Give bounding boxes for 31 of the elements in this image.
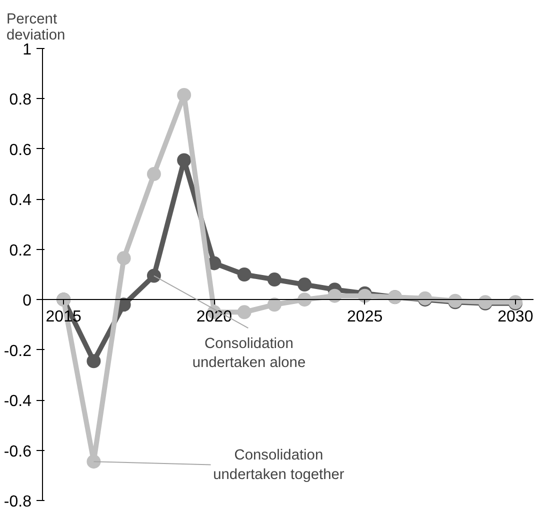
y-tick-label: -0.2 bbox=[4, 342, 32, 360]
point bbox=[267, 298, 282, 312]
point bbox=[86, 354, 101, 368]
point bbox=[86, 454, 101, 469]
point bbox=[237, 305, 252, 320]
y-tick-label: 0.2 bbox=[9, 242, 32, 260]
annotation: Consolidation undertaken together bbox=[213, 448, 344, 483]
point bbox=[358, 288, 372, 303]
y-tick-label: -0.8 bbox=[4, 494, 32, 510]
x-tick-label: 2025 bbox=[347, 308, 383, 326]
point bbox=[146, 268, 161, 283]
point bbox=[267, 272, 282, 287]
x-tick-label: 2020 bbox=[196, 308, 232, 326]
y-tick-label: 0.8 bbox=[9, 92, 32, 109]
point bbox=[298, 292, 312, 307]
y-tick-label: 0.4 bbox=[9, 192, 32, 210]
y-tick-label: 1 bbox=[22, 42, 32, 58]
annotation: Consolidation undertaken alone bbox=[192, 336, 306, 371]
y-tick-label: -0.6 bbox=[4, 443, 32, 460]
y-axis-title: Percent deviation bbox=[6, 12, 66, 44]
y-tick-label: 0 bbox=[22, 292, 32, 310]
point bbox=[328, 288, 342, 303]
point bbox=[177, 153, 192, 168]
point bbox=[116, 251, 131, 266]
point bbox=[237, 268, 252, 282]
y-tick-label: -0.4 bbox=[4, 393, 32, 410]
point bbox=[146, 167, 161, 182]
y-tick-label: 0.6 bbox=[9, 142, 32, 159]
point bbox=[177, 88, 192, 102]
x-tick-label: 2030 bbox=[498, 308, 534, 326]
point bbox=[298, 278, 312, 292]
